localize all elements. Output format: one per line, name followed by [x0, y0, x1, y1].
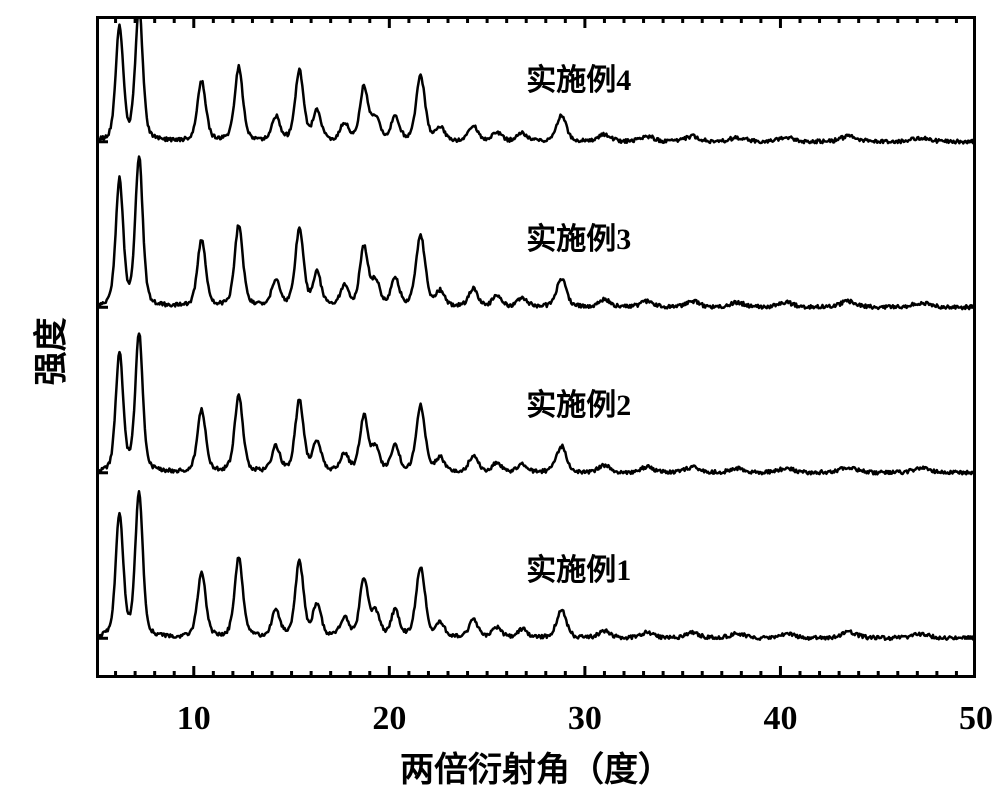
x-tick-label: 20 — [372, 700, 406, 738]
x-tick-label: 30 — [568, 700, 602, 738]
y-axis-label: 强度 — [24, 292, 73, 412]
series-label: 实施例2 — [526, 380, 631, 424]
x-tick-label: 40 — [763, 700, 797, 738]
series-label: 实施例1 — [526, 545, 631, 589]
series-label: 实施例4 — [526, 55, 631, 99]
x-tick-label: 10 — [177, 700, 211, 738]
x-tick-label: 50 — [959, 700, 993, 738]
xrd-figure: 强度 两倍衍射角（度） 1020304050 实施例1实施例2实施例3实施例4 — [0, 0, 1000, 784]
series-label: 实施例3 — [526, 214, 631, 258]
